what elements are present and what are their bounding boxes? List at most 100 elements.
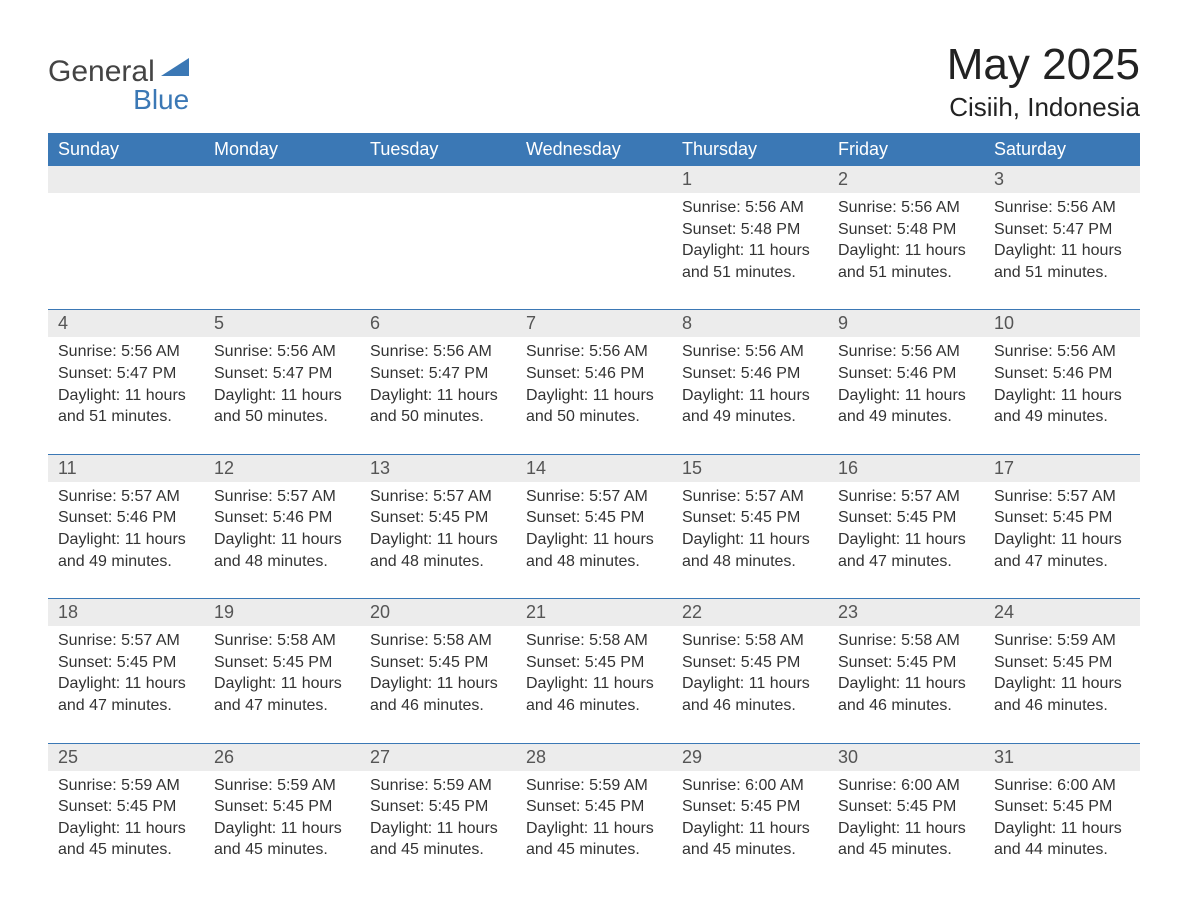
location-label: Cisiih, Indonesia	[947, 92, 1140, 123]
sunrise-text: Sunrise: 5:59 AM	[526, 775, 662, 797]
calendar: Sunday Monday Tuesday Wednesday Thursday…	[48, 133, 1140, 879]
day-cell: Sunrise: 5:58 AMSunset: 5:45 PMDaylight:…	[672, 626, 828, 734]
sunset-text: Sunset: 5:45 PM	[682, 507, 818, 529]
logo-word2: Blue	[48, 84, 189, 116]
day-cell: Sunrise: 5:59 AMSunset: 5:45 PMDaylight:…	[516, 771, 672, 879]
day-number: 27	[360, 744, 516, 771]
day-number: 29	[672, 744, 828, 771]
sunset-text: Sunset: 5:47 PM	[58, 363, 194, 385]
sunrise-text: Sunrise: 5:56 AM	[682, 197, 818, 219]
day-cell: Sunrise: 5:59 AMSunset: 5:45 PMDaylight:…	[360, 771, 516, 879]
sunrise-text: Sunrise: 5:56 AM	[370, 341, 506, 363]
sunrise-text: Sunrise: 5:57 AM	[994, 486, 1130, 508]
sunset-text: Sunset: 5:48 PM	[838, 219, 974, 241]
daylight-text: Daylight: 11 hours and 45 minutes.	[838, 818, 974, 861]
sunset-text: Sunset: 5:46 PM	[994, 363, 1130, 385]
day-header: Saturday	[984, 133, 1140, 166]
sunset-text: Sunset: 5:46 PM	[838, 363, 974, 385]
day-cell: Sunrise: 5:56 AMSunset: 5:48 PMDaylight:…	[672, 193, 828, 301]
day-number: 24	[984, 599, 1140, 626]
sunrise-text: Sunrise: 6:00 AM	[838, 775, 974, 797]
day-number: 6	[360, 310, 516, 337]
day-number: 4	[48, 310, 204, 337]
day-number	[204, 166, 360, 193]
daylight-text: Daylight: 11 hours and 48 minutes.	[370, 529, 506, 572]
sunrise-text: Sunrise: 5:59 AM	[214, 775, 350, 797]
sunrise-text: Sunrise: 5:58 AM	[526, 630, 662, 652]
logo-text-block: General Blue	[48, 58, 189, 116]
daylight-text: Daylight: 11 hours and 49 minutes.	[994, 385, 1130, 428]
day-number: 28	[516, 744, 672, 771]
daylight-text: Daylight: 11 hours and 46 minutes.	[370, 673, 506, 716]
sunrise-text: Sunrise: 5:56 AM	[58, 341, 194, 363]
sunrise-text: Sunrise: 5:56 AM	[838, 341, 974, 363]
day-number: 30	[828, 744, 984, 771]
daylight-text: Daylight: 11 hours and 48 minutes.	[526, 529, 662, 572]
day-cell	[204, 193, 360, 301]
sunset-text: Sunset: 5:45 PM	[682, 796, 818, 818]
daylight-text: Daylight: 11 hours and 46 minutes.	[526, 673, 662, 716]
weeks-container: 123Sunrise: 5:56 AMSunset: 5:48 PMDaylig…	[48, 166, 1140, 879]
day-cell: Sunrise: 5:56 AMSunset: 5:48 PMDaylight:…	[828, 193, 984, 301]
day-cell: Sunrise: 5:56 AMSunset: 5:47 PMDaylight:…	[984, 193, 1140, 301]
sunset-text: Sunset: 5:45 PM	[994, 796, 1130, 818]
day-cell: Sunrise: 5:58 AMSunset: 5:45 PMDaylight:…	[204, 626, 360, 734]
daylight-text: Daylight: 11 hours and 49 minutes.	[838, 385, 974, 428]
day-cell: Sunrise: 6:00 AMSunset: 5:45 PMDaylight:…	[672, 771, 828, 879]
day-cell: Sunrise: 5:57 AMSunset: 5:46 PMDaylight:…	[48, 482, 204, 590]
day-cell: Sunrise: 5:58 AMSunset: 5:45 PMDaylight:…	[360, 626, 516, 734]
daylight-text: Daylight: 11 hours and 47 minutes.	[838, 529, 974, 572]
sunset-text: Sunset: 5:45 PM	[838, 652, 974, 674]
day-cell: Sunrise: 5:57 AMSunset: 5:45 PMDaylight:…	[516, 482, 672, 590]
sunrise-text: Sunrise: 5:57 AM	[58, 630, 194, 652]
day-number: 15	[672, 455, 828, 482]
day-cell: Sunrise: 5:57 AMSunset: 5:45 PMDaylight:…	[984, 482, 1140, 590]
daylight-text: Daylight: 11 hours and 45 minutes.	[58, 818, 194, 861]
daylight-text: Daylight: 11 hours and 50 minutes.	[214, 385, 350, 428]
daylight-text: Daylight: 11 hours and 51 minutes.	[994, 240, 1130, 283]
daylight-text: Daylight: 11 hours and 48 minutes.	[682, 529, 818, 572]
sunrise-text: Sunrise: 5:56 AM	[214, 341, 350, 363]
daylight-text: Daylight: 11 hours and 49 minutes.	[682, 385, 818, 428]
sunrise-text: Sunrise: 5:57 AM	[58, 486, 194, 508]
daylight-text: Daylight: 11 hours and 45 minutes.	[214, 818, 350, 861]
day-number: 10	[984, 310, 1140, 337]
day-cell: Sunrise: 5:56 AMSunset: 5:46 PMDaylight:…	[984, 337, 1140, 445]
sunset-text: Sunset: 5:45 PM	[370, 796, 506, 818]
sunrise-text: Sunrise: 5:59 AM	[58, 775, 194, 797]
day-number: 20	[360, 599, 516, 626]
day-header: Monday	[204, 133, 360, 166]
sunset-text: Sunset: 5:45 PM	[838, 796, 974, 818]
day-cell: Sunrise: 5:56 AMSunset: 5:47 PMDaylight:…	[204, 337, 360, 445]
day-cell: Sunrise: 5:58 AMSunset: 5:45 PMDaylight:…	[828, 626, 984, 734]
day-number: 17	[984, 455, 1140, 482]
header-section: General Blue May 2025 Cisiih, Indonesia	[48, 40, 1140, 123]
daylight-text: Daylight: 11 hours and 51 minutes.	[58, 385, 194, 428]
day-number: 9	[828, 310, 984, 337]
day-cell: Sunrise: 5:59 AMSunset: 5:45 PMDaylight:…	[984, 626, 1140, 734]
daylight-text: Daylight: 11 hours and 46 minutes.	[994, 673, 1130, 716]
sunset-text: Sunset: 5:45 PM	[58, 796, 194, 818]
day-header: Wednesday	[516, 133, 672, 166]
daynum-row: 45678910	[48, 310, 1140, 337]
sunset-text: Sunset: 5:47 PM	[370, 363, 506, 385]
sunrise-text: Sunrise: 5:56 AM	[994, 341, 1130, 363]
day-cell	[48, 193, 204, 301]
daylight-text: Daylight: 11 hours and 49 minutes.	[58, 529, 194, 572]
sunrise-text: Sunrise: 5:57 AM	[838, 486, 974, 508]
sunset-text: Sunset: 5:46 PM	[214, 507, 350, 529]
day-number: 7	[516, 310, 672, 337]
day-cell: Sunrise: 5:59 AMSunset: 5:45 PMDaylight:…	[48, 771, 204, 879]
daylight-text: Daylight: 11 hours and 45 minutes.	[370, 818, 506, 861]
month-title: May 2025	[947, 40, 1140, 90]
day-cell	[516, 193, 672, 301]
day-header: Tuesday	[360, 133, 516, 166]
sunset-text: Sunset: 5:47 PM	[994, 219, 1130, 241]
daynum-row: 11121314151617	[48, 455, 1140, 482]
day-number: 2	[828, 166, 984, 193]
day-number: 14	[516, 455, 672, 482]
day-number	[48, 166, 204, 193]
sunset-text: Sunset: 5:45 PM	[58, 652, 194, 674]
day-number: 3	[984, 166, 1140, 193]
day-cell: Sunrise: 5:57 AMSunset: 5:46 PMDaylight:…	[204, 482, 360, 590]
